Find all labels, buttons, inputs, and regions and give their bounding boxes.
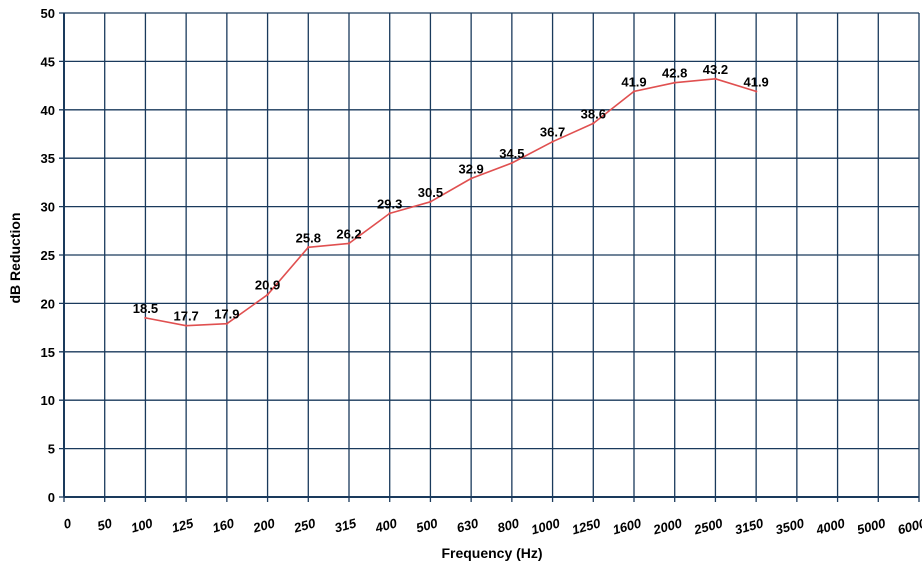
data-label: 38.6 — [581, 106, 606, 121]
x-tick-label: 3150 — [733, 515, 766, 537]
data-label: 43.2 — [703, 62, 728, 77]
data-point — [429, 200, 432, 203]
y-axis-label: dB Reduction — [7, 213, 23, 304]
y-tick-label: 50 — [41, 6, 55, 21]
data-point — [714, 77, 717, 81]
x-tick-label: 800 — [496, 515, 522, 535]
x-tick-label: 5000 — [855, 515, 888, 537]
x-tick-label: 200 — [251, 515, 278, 536]
x-tick-label: 125 — [170, 515, 196, 535]
y-tick-label: 30 — [41, 200, 55, 215]
data-label: 36.7 — [540, 125, 565, 140]
y-tick-label: 10 — [41, 393, 55, 408]
data-point — [551, 140, 554, 143]
y-tick-label: 5 — [48, 442, 55, 457]
data-label: 34.5 — [499, 146, 524, 161]
x-tick-label: 2000 — [651, 515, 685, 537]
data-point — [469, 177, 473, 180]
y-tick-label: 15 — [41, 345, 55, 360]
y-tick-label: 20 — [41, 296, 55, 311]
x-tick-label: 3500 — [774, 515, 807, 537]
data-point — [632, 90, 636, 93]
data-label: 25.8 — [296, 230, 321, 245]
data-point — [266, 293, 269, 296]
x-tick-label: 315 — [333, 515, 359, 535]
data-label: 26.2 — [336, 226, 361, 241]
y-tick-label: 25 — [41, 248, 55, 263]
y-tick-label: 45 — [41, 54, 55, 69]
data-labels: 18.5 17.7 17.9 20.9 25.8 26.2 29.3 30.5 32.9 34.5… — [133, 62, 769, 324]
data-label: 32.9 — [458, 162, 483, 177]
data-point — [307, 246, 310, 249]
x-tick-labels: 0 50 100 125 160 200 250 315 400 500 630 800 1000 125… — [62, 515, 922, 537]
y-tick-labels: 0 5 10 15 20 25 30 35 40 45 50 — [41, 6, 55, 505]
data-label: 30.5 — [418, 185, 443, 200]
x-tick-label: 2500 — [691, 515, 725, 537]
data-label: 20.9 — [255, 278, 280, 293]
y-tick-label: 40 — [41, 103, 55, 118]
x-tick-label: 6000 — [896, 515, 922, 537]
data-label: 41.9 — [743, 74, 768, 89]
series — [144, 77, 758, 327]
data-label: 29.3 — [377, 196, 402, 211]
data-point — [510, 161, 514, 165]
data-label: 42.8 — [662, 66, 687, 81]
grid — [59, 12, 920, 502]
data-point — [592, 122, 595, 125]
x-tick-label: 50 — [96, 515, 115, 533]
series-line — [145, 78, 757, 327]
x-tick-label: 1600 — [611, 515, 644, 537]
data-point — [144, 316, 147, 320]
data-point — [184, 324, 188, 327]
data-label: 18.5 — [133, 301, 158, 316]
data-point — [673, 81, 676, 84]
x-tick-label: 630 — [455, 515, 481, 535]
x-tick-label: 400 — [373, 515, 400, 536]
x-tick-label: 250 — [291, 515, 318, 536]
x-tick-label: 0 — [62, 515, 74, 532]
data-point — [347, 242, 351, 245]
x-tick-label: 500 — [414, 515, 440, 535]
data-point — [754, 90, 758, 93]
data-label: 41.9 — [621, 74, 646, 89]
data-label: 17.7 — [173, 309, 198, 324]
x-axis-label: Frequency (Hz) — [441, 545, 542, 561]
x-tick-label: 100 — [129, 515, 155, 535]
x-tick-label: 160 — [211, 515, 237, 535]
data-point — [225, 322, 229, 325]
y-tick-label: 0 — [48, 490, 55, 505]
data-point — [388, 212, 391, 215]
x-tick-label: 1000 — [530, 515, 563, 537]
x-tick-label: 4000 — [814, 515, 848, 537]
data-label: 17.9 — [214, 307, 239, 322]
y-tick-label: 35 — [41, 151, 55, 166]
x-tick-label: 1250 — [570, 515, 603, 537]
